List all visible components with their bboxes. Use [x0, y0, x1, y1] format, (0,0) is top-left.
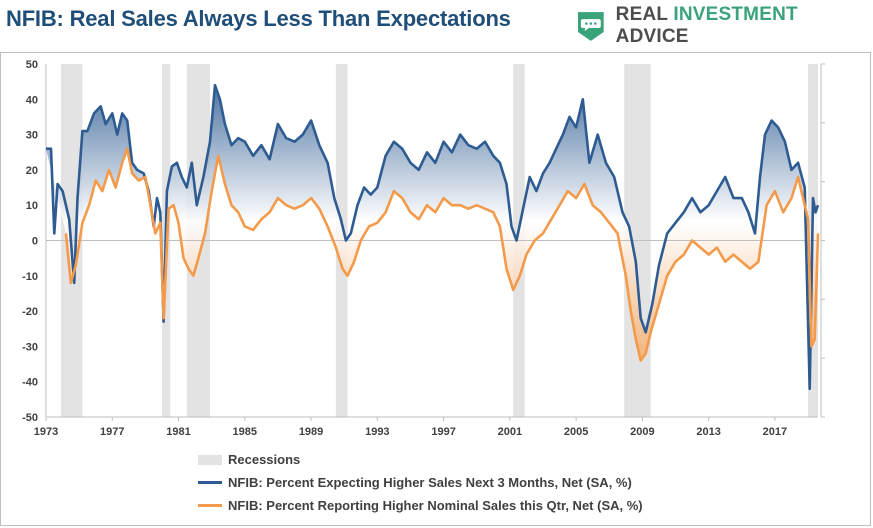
y-tick-label-7: -20 — [22, 306, 38, 318]
legend-label-expecting: NFIB: Percent Expecting Higher Sales Nex… — [228, 475, 632, 490]
brand-word-advice: ADVICE — [615, 26, 689, 47]
area-between-series — [46, 85, 818, 389]
brand-logo: REAL INVESTMENT ADVICE — [574, 4, 873, 47]
x-tick-label-10: 2013 — [696, 426, 720, 438]
y-tick-label-1: 40 — [26, 94, 38, 106]
legend-swatch-reporting — [198, 504, 222, 507]
x-tick-label-8: 2005 — [564, 426, 588, 438]
y-tick-label-8: -30 — [22, 341, 38, 353]
x-tick-label-9: 2009 — [630, 426, 654, 438]
x-tick-label-0: 1973 — [34, 426, 58, 438]
legend-swatch-expecting — [198, 481, 222, 484]
legend-reporting: NFIB: Percent Reporting Higher Nominal S… — [198, 498, 643, 513]
page-title: NFIB: Real Sales Always Less Than Expect… — [6, 6, 511, 31]
y-tick-label-10: -50 — [22, 412, 38, 424]
x-tick-label-3: 1985 — [233, 426, 257, 438]
series-line-reporting — [64, 147, 820, 362]
chat-bubble-shield-icon — [577, 12, 604, 41]
x-tick-label-11: 2017 — [763, 426, 787, 438]
y-tick-label-9: -40 — [22, 377, 38, 389]
brand-word-investment: INVESTMENT — [673, 4, 798, 25]
chart-frame — [0, 52, 871, 526]
x-tick-label-6: 1997 — [431, 426, 455, 438]
legend-label-reporting: NFIB: Percent Reporting Higher Nominal S… — [228, 498, 643, 513]
y-tick-label-5: 0 — [32, 236, 38, 248]
x-tick-label-2: 1981 — [166, 426, 190, 438]
brand-word-real: REAL — [615, 4, 674, 25]
y-tick-label-4: 10 — [26, 200, 38, 212]
x-tick-label-4: 1989 — [299, 426, 323, 438]
x-tick-label-7: 2001 — [498, 426, 522, 438]
brand-name: REAL INVESTMENT ADVICE — [616, 4, 873, 48]
legend-recessions: Recessions — [198, 452, 300, 467]
y-tick-label-3: 20 — [26, 165, 38, 177]
legend-expecting: NFIB: Percent Expecting Higher Sales Nex… — [198, 475, 632, 490]
y-tick-label-0: 50 — [26, 59, 38, 71]
y-tick-label-6: -10 — [22, 271, 38, 283]
legend-swatch-recessions — [198, 454, 222, 465]
x-tick-label-1: 1977 — [100, 426, 124, 438]
y-tick-label-2: 30 — [26, 130, 38, 142]
x-tick-label-5: 1993 — [365, 426, 389, 438]
legend-label-recessions: Recessions — [228, 452, 301, 467]
